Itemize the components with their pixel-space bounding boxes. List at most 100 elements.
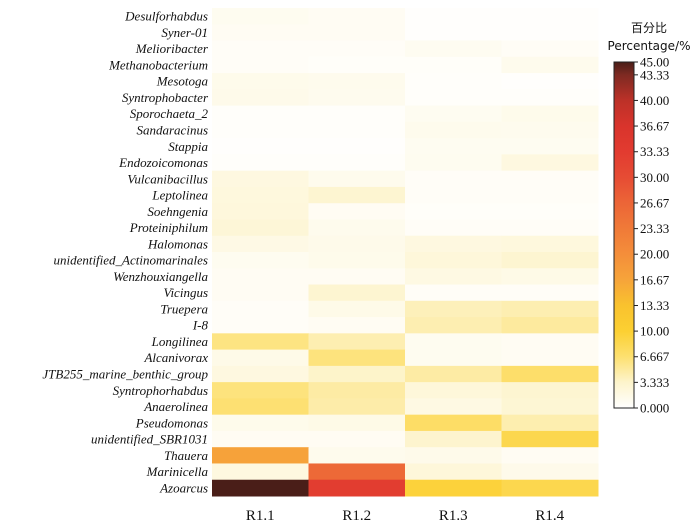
row-label: Truepera <box>160 301 208 316</box>
legend-tick-label: 3.333 <box>640 375 669 390</box>
row-label: Soehngenia <box>147 204 208 219</box>
row-label: I-8 <box>192 318 209 333</box>
heatmap-cell <box>308 268 406 286</box>
heatmap-cell <box>308 8 406 25</box>
heatmap-cell <box>501 8 599 25</box>
heatmap-cell <box>212 105 309 123</box>
heatmap-cell <box>308 235 406 253</box>
row-label: Syntrophorhabdus <box>113 383 208 398</box>
heatmap-cell <box>212 138 309 155</box>
heatmap-cell <box>405 398 502 416</box>
heatmap-cell <box>308 284 406 302</box>
row-label: Anaerolinea <box>143 399 208 414</box>
heatmap-cell <box>212 170 309 188</box>
heatmap-cell <box>501 40 599 58</box>
row-label: Sporochaeta_2 <box>130 106 209 121</box>
heatmap-cell <box>405 365 502 383</box>
heatmap-cell <box>501 463 599 481</box>
heatmap-cell <box>308 40 406 58</box>
heatmap-cell <box>405 138 502 155</box>
row-label: Vulcanibacillus <box>127 171 208 186</box>
heatmap-cell <box>501 365 599 383</box>
heatmap-cell <box>501 300 599 318</box>
heatmap-cell <box>212 430 309 448</box>
heatmap-cell <box>212 414 309 432</box>
heatmap-cell <box>308 349 406 367</box>
legend-tick-label: 40.00 <box>640 93 669 108</box>
legend-tick-label: 45.00 <box>640 55 669 70</box>
heatmap-cell <box>308 463 406 481</box>
heatmap-cell <box>405 24 502 42</box>
heatmap-cell <box>212 235 309 253</box>
heatmap-cell <box>501 382 599 399</box>
row-label: Sandaracinus <box>137 123 209 138</box>
row-label: Leptolinea <box>151 188 208 203</box>
legend-tick-label: 33.33 <box>640 144 669 159</box>
heatmap-cell <box>308 447 406 464</box>
heatmap-cell <box>501 479 599 497</box>
heatmap-cell <box>405 105 502 123</box>
heatmap-cell <box>308 170 406 188</box>
row-label: Pseudomonas <box>135 415 208 430</box>
legend-title-en: Percentage/% <box>608 39 691 53</box>
heatmap-cell <box>501 24 599 42</box>
heatmap-cell <box>212 252 309 269</box>
heatmap-cell <box>501 252 599 269</box>
legend-tick-label: 43.33 <box>640 67 669 82</box>
heatmap-cell <box>501 317 599 334</box>
heatmap-cell <box>308 121 406 139</box>
column-label: R1.4 <box>535 508 564 521</box>
legend-tick-label: 10.00 <box>640 324 669 339</box>
row-label: Mesotoga <box>156 74 209 89</box>
heatmap-cell <box>501 333 599 351</box>
heatmap-cell <box>212 203 309 220</box>
heatmap-cell <box>212 121 309 139</box>
heatmap-cell <box>212 447 309 464</box>
legend-tick-label: 16.67 <box>640 272 670 287</box>
heatmap-cell <box>501 138 599 155</box>
heatmap-cell <box>308 252 406 269</box>
heatmap-cell <box>308 73 406 90</box>
heatmap-cell <box>212 284 309 302</box>
heatmap-cell <box>212 219 309 237</box>
heatmap-cell <box>501 447 599 464</box>
heatmap-cell <box>405 268 502 286</box>
row-label: Melioribacter <box>135 41 209 56</box>
row-label: unidentified_Actinomarinales <box>53 253 208 268</box>
heatmap-cell <box>405 235 502 253</box>
heatmap-cell <box>405 89 502 107</box>
heatmap-cell <box>501 268 599 286</box>
heatmap-cell <box>308 300 406 318</box>
column-label: R1.1 <box>246 508 275 521</box>
heatmap-cell <box>212 382 309 399</box>
row-label: Wenzhouxiangella <box>113 269 208 284</box>
heatmap-cell <box>212 398 309 416</box>
heatmap-cell <box>308 430 406 448</box>
heatmap-cell <box>212 73 309 90</box>
heatmap-cell <box>308 365 406 383</box>
legend-tick-label: 0.000 <box>640 401 669 416</box>
heatmap-cell <box>212 24 309 42</box>
row-label: Stappia <box>168 139 208 154</box>
heatmap-cell <box>501 203 599 220</box>
heatmap-cell <box>308 138 406 155</box>
row-label: unidentified_SBR1031 <box>91 432 208 447</box>
heatmap-cell <box>308 479 406 497</box>
heatmap-cell <box>405 252 502 269</box>
row-labels: DesulforhabdusSyner-01MelioribacterMetha… <box>42 9 209 496</box>
heatmap-cell <box>501 105 599 123</box>
heatmap-cell <box>308 398 406 416</box>
legend-tick-label: 36.67 <box>640 119 670 134</box>
legend-tick-label: 6.667 <box>640 349 670 364</box>
heatmap-cell <box>501 349 599 367</box>
heatmap-cell <box>212 154 309 172</box>
heatmap-cell <box>212 56 309 74</box>
heatmap-cell <box>501 186 599 204</box>
heatmap-cell <box>501 235 599 253</box>
row-label: Azoarcus <box>159 480 208 495</box>
heatmap-cell <box>405 40 502 58</box>
heatmap-cell <box>501 430 599 448</box>
heatmap-cell <box>212 89 309 107</box>
legend-tick-label: 23.33 <box>640 221 669 236</box>
heatmap-cell <box>405 414 502 432</box>
